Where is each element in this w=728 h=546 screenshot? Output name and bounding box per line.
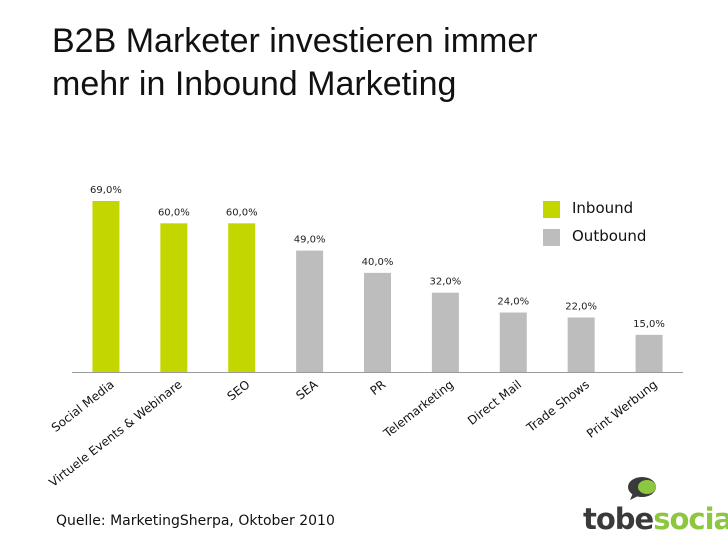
bar-value-label-1: 60,0% <box>158 207 190 218</box>
bar-value-label-4: 40,0% <box>362 257 394 268</box>
logo-text-part1: tobe <box>583 502 654 536</box>
chart-title: B2B Marketer investieren immer mehr in I… <box>52 20 692 106</box>
category-label-3: SEA <box>293 377 321 403</box>
category-label-2: SEO <box>225 377 253 403</box>
bar-8 <box>635 334 663 372</box>
bar-value-label-8: 15,0% <box>633 319 665 330</box>
bar-1 <box>160 223 188 372</box>
bar-value-label-0: 69,0% <box>90 185 122 196</box>
legend-swatch-outbound <box>543 229 560 246</box>
bar-value-label-5: 32,0% <box>429 277 461 288</box>
category-label-7: Trade Shows <box>523 377 592 435</box>
legend-swatch-inbound <box>543 201 560 218</box>
speech-bubble-logo-icon <box>628 477 656 500</box>
bar-value-label-2: 60,0% <box>226 207 258 218</box>
bar-6 <box>499 312 527 372</box>
bar-7 <box>567 317 595 372</box>
bar-2 <box>228 223 256 372</box>
bar-value-label-3: 49,0% <box>294 235 326 246</box>
legend-label-inbound: Inbound <box>572 199 634 217</box>
bar-4 <box>364 272 391 372</box>
bar-value-label-6: 24,0% <box>497 297 529 308</box>
source-note: Quelle: MarketingSherpa, Oktober 2010 <box>56 513 335 529</box>
category-label-8: Print Werbung <box>584 377 660 441</box>
title-line-2: mehr in Inbound Marketing <box>52 65 457 103</box>
category-label-4: PR <box>367 377 388 398</box>
bar-5 <box>431 292 459 372</box>
legend-label-outbound: Outbound <box>572 227 647 245</box>
title-line-1: B2B Marketer investieren immer <box>52 22 538 60</box>
tobesocial-logo: tobesocial <box>583 476 728 536</box>
category-label-6: Direct Mail <box>465 377 524 428</box>
logo-text: tobesocial <box>583 502 728 536</box>
category-label-0: Social Media <box>49 377 117 434</box>
category-label-1: Virtuele Events & Webinare <box>46 377 184 489</box>
bar-value-label-7: 22,0% <box>565 301 597 312</box>
bar-0 <box>92 201 120 372</box>
bar-3 <box>296 250 324 372</box>
category-label-5: Telemarketing <box>380 377 456 441</box>
logo-text-part2: social <box>653 502 728 536</box>
